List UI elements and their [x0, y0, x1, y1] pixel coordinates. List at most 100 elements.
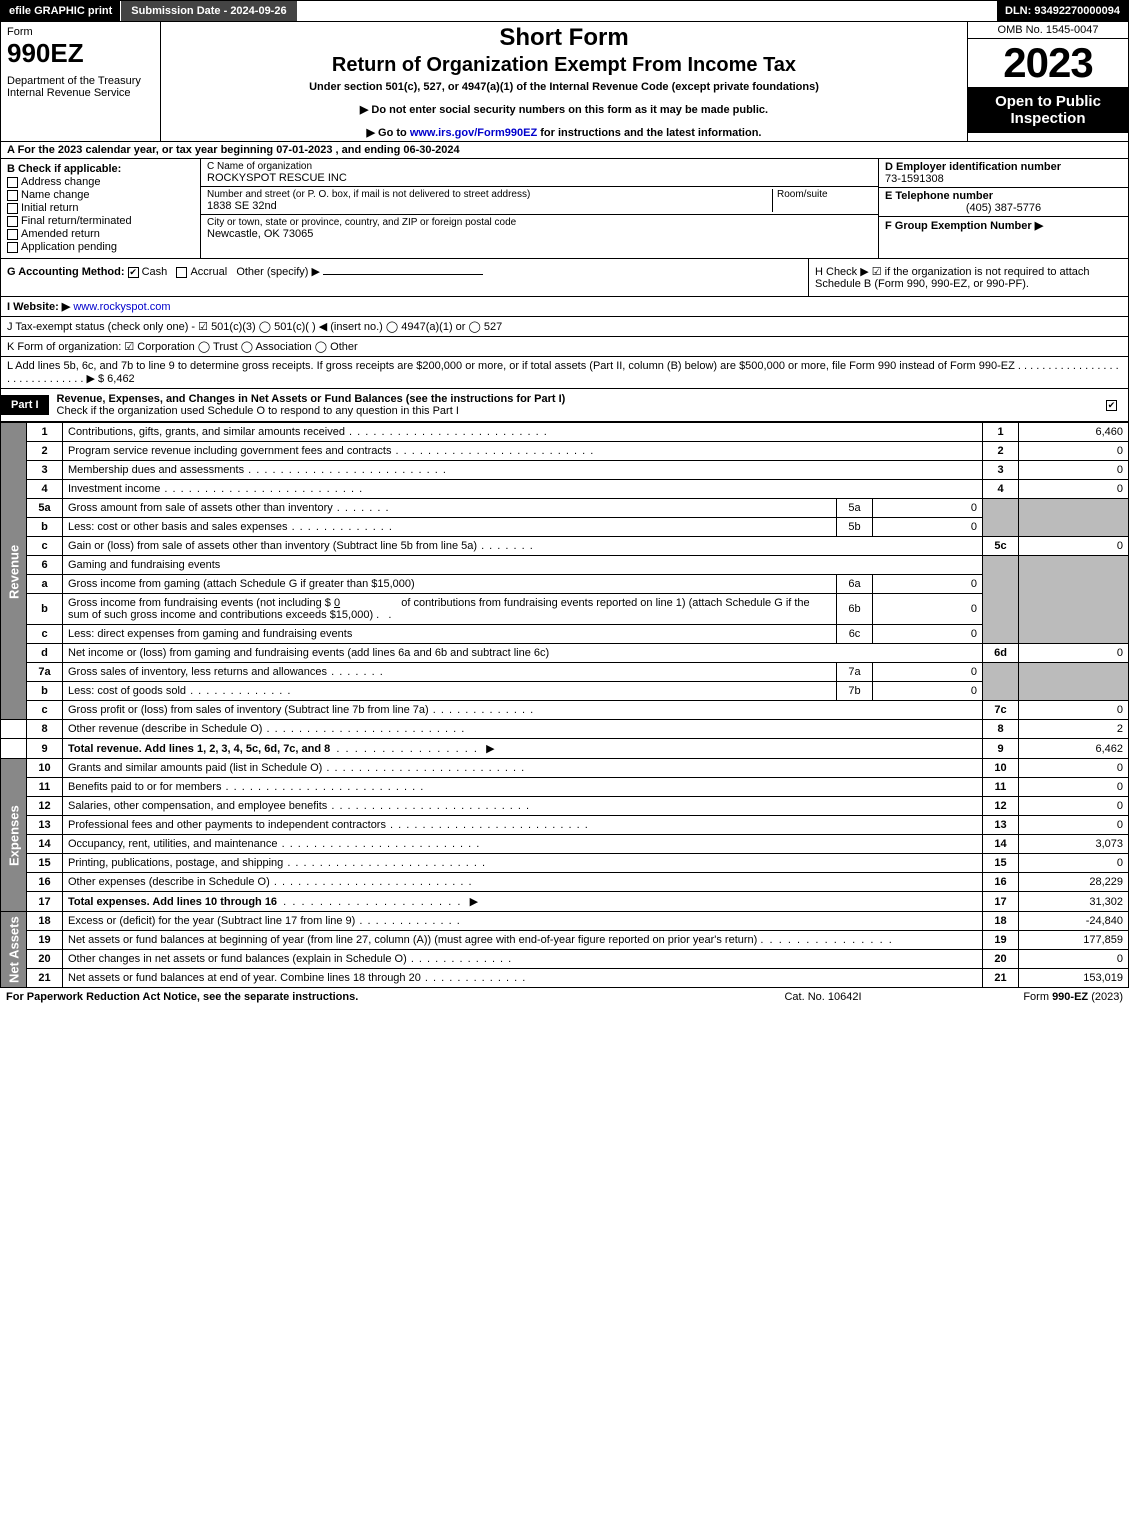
col-c-org-info: C Name of organization ROCKYSPOT RESCUE … — [201, 159, 878, 258]
city-label: City or town, state or province, country… — [207, 217, 872, 228]
line-6: 6 Gaming and fundraising events — [1, 556, 1129, 575]
line-11: 11Benefits paid to or for members110 — [1, 778, 1129, 797]
footer-catno: Cat. No. 10642I — [723, 991, 923, 1003]
lines-table: Revenue 1 Contributions, gifts, grants, … — [0, 422, 1129, 988]
header-mid: Short Form Return of Organization Exempt… — [161, 22, 968, 141]
revenue-sidelabel: Revenue — [1, 423, 27, 720]
omb-number: OMB No. 1545-0047 — [968, 22, 1128, 39]
row-j-tax-exempt: J Tax-exempt status (check only one) - ☑… — [0, 317, 1129, 337]
line-7a: 7a Gross sales of inventory, less return… — [1, 663, 1129, 682]
return-title: Return of Organization Exempt From Incom… — [167, 54, 961, 77]
org-name: ROCKYSPOT RESCUE INC — [207, 172, 872, 184]
top-bar: efile GRAPHIC print Submission Date - 20… — [0, 0, 1129, 22]
line-8: 8 Other revenue (describe in Schedule O)… — [1, 720, 1129, 739]
header-right: OMB No. 1545-0047 2023 Open to Public In… — [968, 22, 1128, 141]
line-6b: b Gross income from fundraising events (… — [1, 594, 1129, 625]
line-2: 2 Program service revenue including gove… — [1, 442, 1129, 461]
part-i-checkbox[interactable] — [1098, 399, 1128, 411]
ein-value: 73-1591308 — [885, 173, 944, 185]
addr-label: Number and street (or P. O. box, if mail… — [207, 189, 772, 200]
line-17: 17Total expenses. Add lines 10 through 1… — [1, 892, 1129, 912]
dln-label: DLN: 93492270000094 — [997, 1, 1128, 21]
row-gh: G Accounting Method: Cash Accrual Other … — [0, 258, 1129, 297]
line-18: Net Assets 18Excess or (deficit) for the… — [1, 912, 1129, 931]
line-20: 20Other changes in net assets or fund ba… — [1, 950, 1129, 969]
schedule-b-check: H Check ▶ ☑ if the organization is not r… — [808, 259, 1128, 296]
group-exemption-row: F Group Exemption Number ▶ — [879, 217, 1128, 234]
tax-year: 2023 — [968, 39, 1128, 87]
org-addr-row: Number and street (or P. O. box, if mail… — [201, 187, 878, 215]
row-i-website: I Website: ▶ www.rockyspot.com — [0, 297, 1129, 317]
form-label: Form — [7, 26, 154, 38]
ssn-note: ▶ Do not enter social security numbers o… — [167, 103, 961, 116]
col-b-checkboxes: B Check if applicable: Address change Na… — [1, 159, 201, 258]
block-bcd: B Check if applicable: Address change Na… — [0, 159, 1129, 258]
efile-print-button[interactable]: efile GRAPHIC print — [1, 1, 121, 21]
irs-url[interactable]: www.irs.gov/Form990EZ — [410, 127, 537, 139]
line-7b: b Less: cost of goods sold 7b0 — [1, 682, 1129, 701]
form-header: Form 990EZ Department of the Treasury In… — [0, 22, 1129, 142]
org-address: 1838 SE 32nd — [207, 200, 772, 212]
subtitle: Under section 501(c), 527, or 4947(a)(1)… — [167, 81, 961, 93]
chk-accrual[interactable] — [176, 267, 187, 278]
part-i-check-text: Check if the organization used Schedule … — [57, 405, 459, 417]
line-16: 16Other expenses (describe in Schedule O… — [1, 873, 1129, 892]
tel-value: (405) 387-5776 — [885, 202, 1122, 214]
irs-label: Internal Revenue Service — [7, 87, 154, 99]
line-7c: c Gross profit or (loss) from sales of i… — [1, 701, 1129, 720]
website-label: I Website: ▶ — [7, 301, 70, 313]
line-4: 4 Investment income 40 — [1, 480, 1129, 499]
row-k-org-form: K Form of organization: ☑ Corporation ◯ … — [0, 337, 1129, 357]
tel-row: E Telephone number (405) 387-5776 — [879, 188, 1128, 217]
g-label: G Accounting Method: — [7, 266, 125, 278]
chk-amended-return[interactable]: Amended return — [7, 228, 194, 240]
website-url[interactable]: www.rockyspot.com — [73, 301, 170, 313]
line-9: 9 Total revenue. Add lines 1, 2, 3, 4, 5… — [1, 739, 1129, 759]
ein-row: D Employer identification number 73-1591… — [879, 159, 1128, 188]
footer-left: For Paperwork Reduction Act Notice, see … — [6, 991, 723, 1003]
org-name-row: C Name of organization ROCKYSPOT RESCUE … — [201, 159, 878, 187]
goto-link[interactable]: ▶ Go to www.irs.gov/Form990EZ for instru… — [167, 126, 961, 139]
group-label: F Group Exemption Number ▶ — [885, 220, 1043, 232]
ein-label: D Employer identification number — [885, 161, 1061, 173]
open-public-badge: Open to Public Inspection — [968, 87, 1128, 133]
short-form-title: Short Form — [167, 24, 961, 52]
line-5b: b Less: cost or other basis and sales ex… — [1, 518, 1129, 537]
line-14: 14Occupancy, rent, utilities, and mainte… — [1, 835, 1129, 854]
line-13: 13Professional fees and other payments t… — [1, 816, 1129, 835]
spacer — [297, 1, 997, 21]
line-1: Revenue 1 Contributions, gifts, grants, … — [1, 423, 1129, 442]
org-city-row: City or town, state or province, country… — [201, 215, 878, 242]
room-suite-label: Room/suite — [772, 189, 872, 212]
form-number: 990EZ — [7, 38, 154, 69]
part-i-title: Revenue, Expenses, and Changes in Net As… — [49, 389, 1098, 421]
chk-final-return[interactable]: Final return/terminated — [7, 215, 194, 227]
chk-name-change[interactable]: Name change — [7, 189, 194, 201]
chk-cash[interactable] — [128, 267, 139, 278]
row-l-gross-receipts: L Add lines 5b, 6c, and 7b to line 9 to … — [0, 357, 1129, 389]
submission-date: Submission Date - 2024-09-26 — [121, 1, 296, 21]
line-6d: d Net income or (loss) from gaming and f… — [1, 644, 1129, 663]
org-name-label: C Name of organization — [207, 161, 872, 172]
b-label: B Check if applicable: — [7, 163, 121, 175]
line-10: Expenses 10 Grants and similar amounts p… — [1, 759, 1129, 778]
line-19: 19Net assets or fund balances at beginni… — [1, 931, 1129, 950]
line-6c: c Less: direct expenses from gaming and … — [1, 625, 1129, 644]
part-i-header: Part I Revenue, Expenses, and Changes in… — [0, 389, 1129, 422]
netassets-sidelabel: Net Assets — [1, 912, 27, 988]
part-i-label: Part I — [1, 395, 49, 415]
line-21: 21Net assets or fund balances at end of … — [1, 969, 1129, 988]
chk-address-change[interactable]: Address change — [7, 176, 194, 188]
footer-form: Form 990-EZ (2023) — [923, 991, 1123, 1003]
line-15: 15Printing, publications, postage, and s… — [1, 854, 1129, 873]
line-3: 3 Membership dues and assessments 30 — [1, 461, 1129, 480]
line-12: 12Salaries, other compensation, and empl… — [1, 797, 1129, 816]
chk-application-pending[interactable]: Application pending — [7, 241, 194, 253]
col-d-ein-tel: D Employer identification number 73-1591… — [878, 159, 1128, 258]
page-footer: For Paperwork Reduction Act Notice, see … — [0, 988, 1129, 1006]
accounting-method: G Accounting Method: Cash Accrual Other … — [1, 259, 808, 296]
row-a-tax-year: A For the 2023 calendar year, or tax yea… — [0, 142, 1129, 159]
chk-initial-return[interactable]: Initial return — [7, 202, 194, 214]
line-6a: a Gross income from gaming (attach Sched… — [1, 575, 1129, 594]
expenses-sidelabel: Expenses — [1, 759, 27, 912]
